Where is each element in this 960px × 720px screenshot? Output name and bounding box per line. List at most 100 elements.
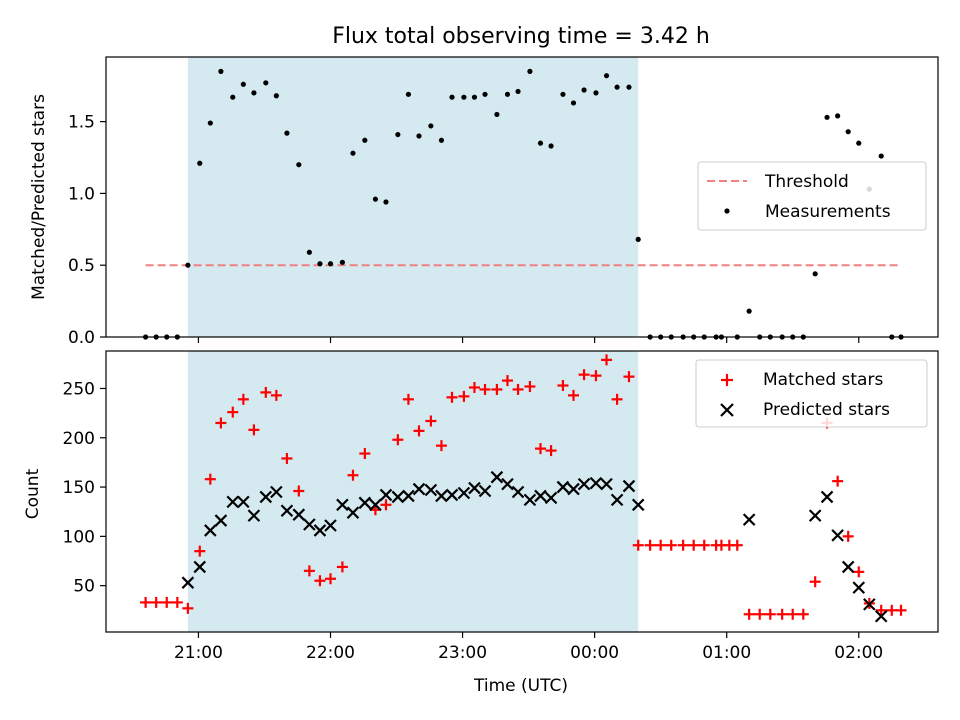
matched-star-point <box>578 369 590 381</box>
legend-matched-swatch <box>721 374 733 386</box>
legend-threshold-label: Threshold <box>764 172 849 192</box>
bottom-y-tick-label: 100 <box>63 527 95 547</box>
measurement-point <box>306 249 312 255</box>
predicted-star-point <box>523 493 537 507</box>
measurement-point <box>835 113 841 119</box>
count-points <box>140 354 907 623</box>
measurement-point <box>197 160 203 166</box>
measurement-point <box>461 94 467 100</box>
measurement-points <box>143 68 904 340</box>
matched-star-point <box>325 573 337 585</box>
measurement-point <box>284 130 290 136</box>
predicted-star-point <box>324 519 337 532</box>
bottom-panel: 21:00 22:00 23:00 00:00 01:00 02:00 50 100 150 2… <box>23 350 939 696</box>
matched-star-point <box>698 539 710 551</box>
measurement-point <box>482 91 488 97</box>
matched-star-point <box>731 539 743 551</box>
matched-star-point <box>204 473 216 485</box>
measurement-point <box>560 91 566 97</box>
measurement-point <box>626 84 632 90</box>
bottom-y-tick-label: 150 <box>63 478 95 498</box>
measurement-point <box>845 129 851 135</box>
measurement-point <box>296 162 302 168</box>
measurement-point <box>251 90 257 96</box>
bottom-y-tick-label: 250 <box>63 379 95 399</box>
matched-star-point <box>248 424 260 436</box>
matched-star-point <box>194 545 206 557</box>
predicted-star-point <box>270 485 283 499</box>
predicted-star-point <box>247 509 261 522</box>
measurement-point <box>746 308 752 314</box>
predicted-star-point <box>193 560 207 574</box>
measurement-point <box>471 94 478 100</box>
matched-star-point <box>182 602 194 614</box>
top-panel: 0.0 0.5 1.0 1.5 Matched/Predicted stars Thr… <box>29 56 939 348</box>
predicted-star-point <box>424 483 438 497</box>
measurement-point <box>824 114 830 120</box>
matched-star-point <box>524 380 536 392</box>
matched-star-point <box>491 383 503 395</box>
predicted-star-point <box>577 477 591 491</box>
measurement-point <box>327 261 334 267</box>
matched-star-point <box>853 566 865 578</box>
measurement-point <box>372 196 379 202</box>
matched-star-point <box>270 389 282 401</box>
matched-star-point <box>392 434 404 446</box>
predicted-star-point <box>468 481 481 495</box>
matched-star-point <box>534 443 546 455</box>
matched-star-point <box>446 391 458 403</box>
predicted-star-point <box>214 514 228 527</box>
matched-star-point <box>303 565 315 577</box>
matched-star-point <box>479 383 491 395</box>
measurement-point <box>230 94 236 100</box>
measurement-point <box>635 236 641 242</box>
predicted-star-point <box>600 477 613 491</box>
matched-star-point <box>611 393 623 405</box>
top-plot-frame <box>105 56 939 338</box>
predicted-star-point <box>556 480 570 494</box>
measurement-point <box>317 261 323 267</box>
x-tick-label: 02:00 <box>834 643 883 663</box>
measurement-point <box>185 262 191 268</box>
matched-star-point <box>293 485 305 497</box>
top-y-tick-label: 1.5 <box>68 113 95 133</box>
predicted-star-point <box>490 470 504 484</box>
predicted-star-point <box>226 495 240 509</box>
matched-star-point <box>764 608 776 620</box>
bottom-y-tick-label: 200 <box>63 429 95 449</box>
measurement-point <box>362 137 368 143</box>
measurement-point <box>428 123 434 129</box>
matched-star-point <box>336 561 348 573</box>
matched-star-point <box>832 475 844 487</box>
x-tick-label: 01:00 <box>702 643 751 663</box>
matched-star-point <box>568 389 580 401</box>
measurement-point <box>537 140 544 146</box>
legend-measurement-swatch <box>724 208 730 214</box>
matched-star-point <box>512 383 524 395</box>
bottom-y-ticks: 50 100 150 200 250 <box>63 379 106 597</box>
predicted-star-point <box>259 490 273 504</box>
measurement-point <box>405 91 412 97</box>
measurement-point <box>218 68 224 74</box>
measurement-point <box>548 143 554 149</box>
predicted-star-point <box>742 513 756 526</box>
predicted-star-point <box>841 560 855 574</box>
matched-star-point <box>797 608 809 620</box>
predicted-star-point <box>369 498 382 512</box>
matched-star-point <box>501 375 513 387</box>
x-tick-label: 22:00 <box>306 643 355 663</box>
predicted-star-point <box>303 518 316 531</box>
predicted-star-point <box>567 482 580 496</box>
predicted-star-point <box>391 490 405 504</box>
predicted-star-point <box>863 598 876 611</box>
predicted-star-point <box>204 524 217 537</box>
bottom-legend-box <box>695 359 928 428</box>
predicted-star-point <box>280 504 294 518</box>
predicted-star-point <box>544 491 558 505</box>
matched-star-point <box>347 469 359 481</box>
predicted-star-point <box>181 576 195 589</box>
predicted-star-point <box>589 476 603 490</box>
matched-star-point <box>413 425 425 437</box>
predicted-star-point <box>412 482 426 496</box>
predicted-star-point <box>478 484 492 498</box>
